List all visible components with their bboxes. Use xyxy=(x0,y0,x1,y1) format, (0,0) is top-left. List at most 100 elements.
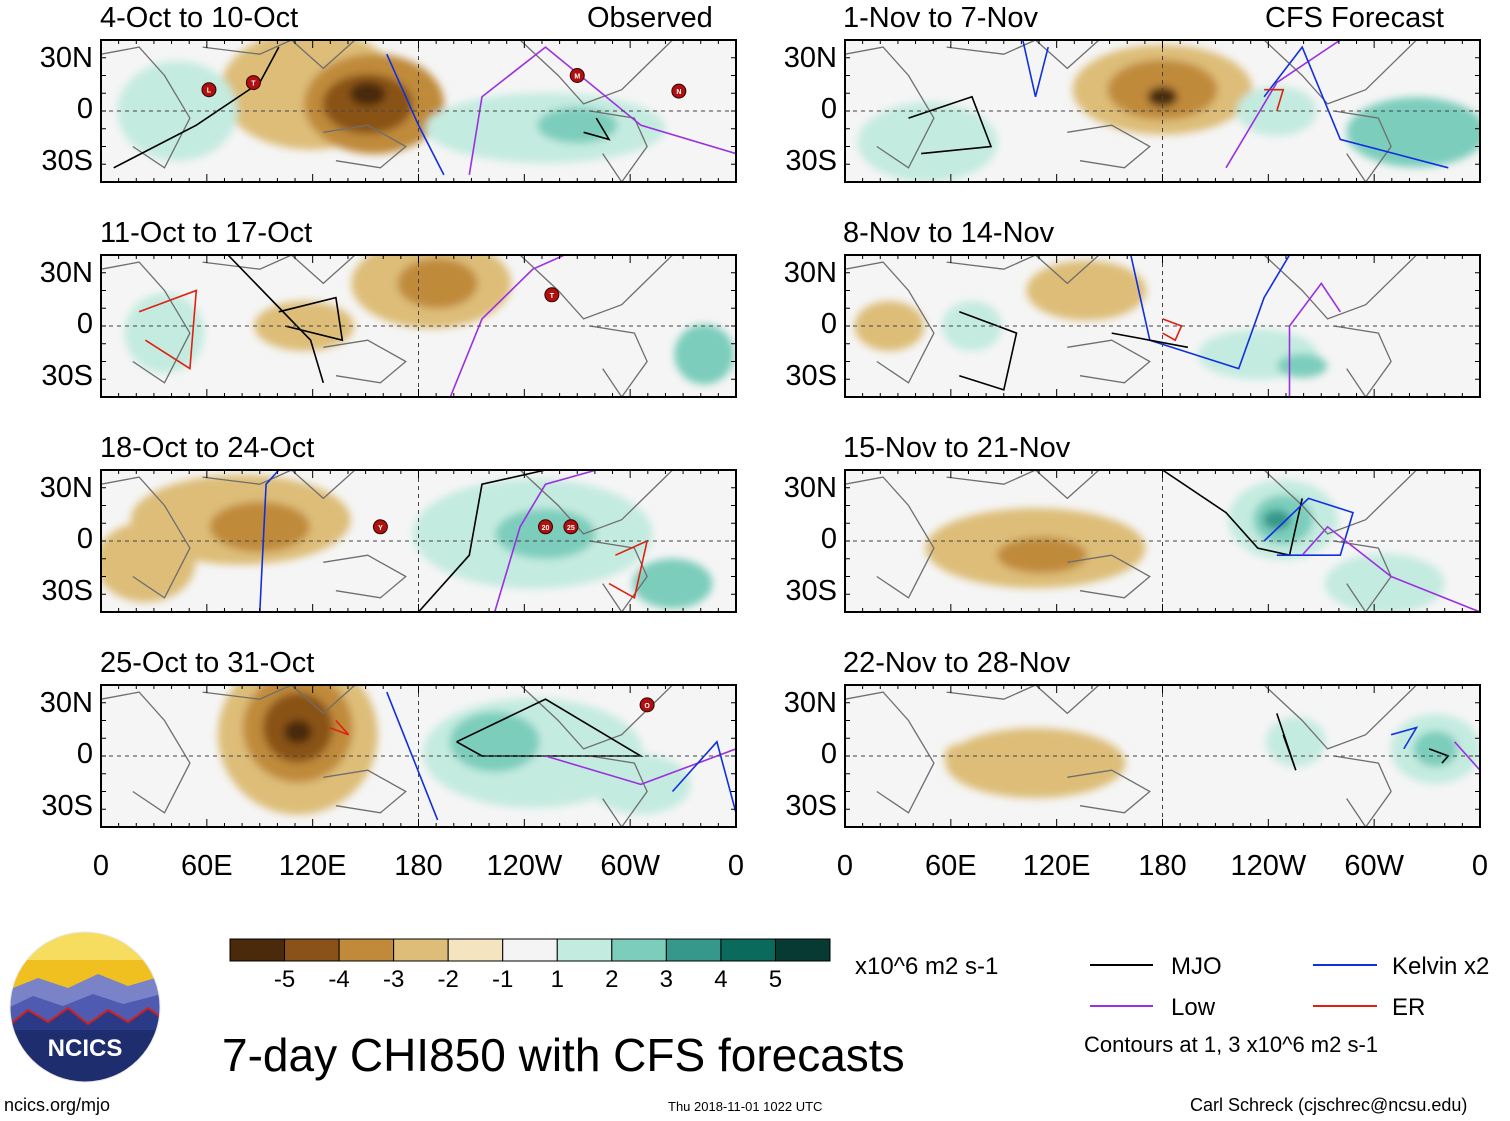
colorbar-swatch xyxy=(774,938,831,962)
coastline xyxy=(946,255,1100,285)
storm-marker-icon: N xyxy=(671,83,687,99)
colorbar xyxy=(229,938,831,962)
ncics-logo: NCICS xyxy=(9,931,161,1083)
panel-title-1: 4-Oct to 10-Oct xyxy=(100,2,299,34)
contour-line xyxy=(1130,255,1291,370)
coastline xyxy=(323,769,407,814)
anomaly-region xyxy=(1346,97,1480,168)
map-panel-3 xyxy=(100,469,737,613)
svg-text:O: O xyxy=(644,703,650,710)
lon-label: 60E xyxy=(925,850,977,882)
contour-line xyxy=(908,95,993,155)
map-panel-2 xyxy=(100,254,737,398)
anomaly-region xyxy=(1277,353,1328,378)
map-panel-6 xyxy=(844,254,1481,398)
footer-url[interactable]: ncics.org/mjo xyxy=(4,1095,111,1115)
lat-label: 0 xyxy=(820,738,837,770)
coastline xyxy=(202,470,356,500)
contour-line xyxy=(1288,282,1341,397)
colorbar-tick: 4 xyxy=(714,966,728,993)
contour-line xyxy=(1225,40,1341,169)
lon-label: 120W xyxy=(486,850,563,882)
storm-marker-icon: O xyxy=(639,697,655,713)
lat-label: 30S xyxy=(41,360,93,392)
contour-line xyxy=(278,296,344,342)
colorbar-swatch xyxy=(284,938,340,962)
lat-label: 30N xyxy=(39,257,93,289)
colorbar-unit: x10^6 m2 s-1 xyxy=(855,953,999,980)
coastline xyxy=(519,255,673,320)
panel-title-2: 11-Oct to 17-Oct xyxy=(100,217,313,249)
lat-label: 0 xyxy=(76,738,93,770)
anomaly-region xyxy=(1262,509,1291,530)
lat-label: 30N xyxy=(783,42,837,74)
lat-label: 30S xyxy=(41,575,93,607)
contour-line xyxy=(608,539,649,600)
contour-note: Contours at 1, 3 x10^6 m2 s-1 xyxy=(1084,1032,1379,1057)
anomaly-region xyxy=(854,301,925,351)
anomaly-region xyxy=(1413,730,1458,767)
svg-text:T: T xyxy=(251,81,256,88)
lon-label: 120E xyxy=(278,850,347,882)
lat-label: 30N xyxy=(39,472,93,504)
coastline xyxy=(323,554,407,599)
coastline xyxy=(1263,685,1417,750)
colorbar-swatch xyxy=(502,938,558,962)
colorbar-tick: -5 xyxy=(273,966,296,993)
contour-line xyxy=(959,311,1018,391)
legend-label-low: Low xyxy=(1171,994,1216,1021)
lon-label: 180 xyxy=(1138,850,1187,882)
colorbar-swatch xyxy=(229,938,286,962)
coastline xyxy=(323,124,407,169)
panel-tag-observed: Observed xyxy=(587,2,713,34)
legend-label-kelvin: Kelvin x2 xyxy=(1392,953,1490,980)
svg-text:N: N xyxy=(676,89,681,96)
coastline xyxy=(101,691,191,814)
lon-label: 0 xyxy=(727,850,745,882)
anomaly-region xyxy=(632,558,713,609)
coastline xyxy=(202,40,356,70)
coastline xyxy=(1263,255,1417,320)
lon-label: 60E xyxy=(181,850,233,882)
contour-line xyxy=(1301,525,1480,612)
anomaly-region xyxy=(283,719,312,744)
colorbar-swatch xyxy=(720,938,776,962)
colorbar-tick: -4 xyxy=(328,966,350,993)
anomaly-region xyxy=(945,728,1126,799)
contour-line xyxy=(449,255,565,397)
lat-label: 30N xyxy=(783,257,837,289)
contour-legend xyxy=(1090,964,1377,1007)
contour-line xyxy=(671,740,736,814)
anomaly-region xyxy=(124,293,205,374)
lat-label: 0 xyxy=(820,308,837,340)
panel-title-4: 25-Oct to 31-Oct xyxy=(100,647,315,679)
anomaly-region xyxy=(996,537,1087,574)
anomaly-region xyxy=(1026,260,1147,321)
svg-text:20: 20 xyxy=(542,525,550,532)
legend-label-mjo: MJO xyxy=(1171,953,1222,980)
svg-text:Y: Y xyxy=(378,525,383,532)
lat-label: 30N xyxy=(39,687,93,719)
contour-line xyxy=(1022,40,1049,97)
contour-line xyxy=(583,117,611,141)
contour-line xyxy=(386,53,445,176)
anomaly-region xyxy=(857,102,998,182)
coastline xyxy=(1067,769,1151,814)
storm-marker-icon: T xyxy=(544,287,560,303)
contour-line xyxy=(1263,45,1449,169)
panel-title-6: 8-Nov to 14-Nov xyxy=(843,217,1055,249)
colorbar-tick: 1 xyxy=(550,966,564,993)
contour-line xyxy=(417,470,546,612)
coastline xyxy=(323,339,407,384)
contour-line xyxy=(493,470,597,612)
colorbar-tick: 3 xyxy=(659,966,674,993)
lon-label: 120W xyxy=(1230,850,1307,882)
contour-line xyxy=(227,255,325,384)
contour-line xyxy=(1162,470,1303,557)
map-panel-8 xyxy=(844,684,1481,828)
logo-text: NCICS xyxy=(48,1035,123,1062)
lat-label: 30S xyxy=(41,790,93,822)
anomaly-region xyxy=(349,81,386,106)
lon-label: 120E xyxy=(1022,850,1091,882)
coastline xyxy=(519,470,673,535)
